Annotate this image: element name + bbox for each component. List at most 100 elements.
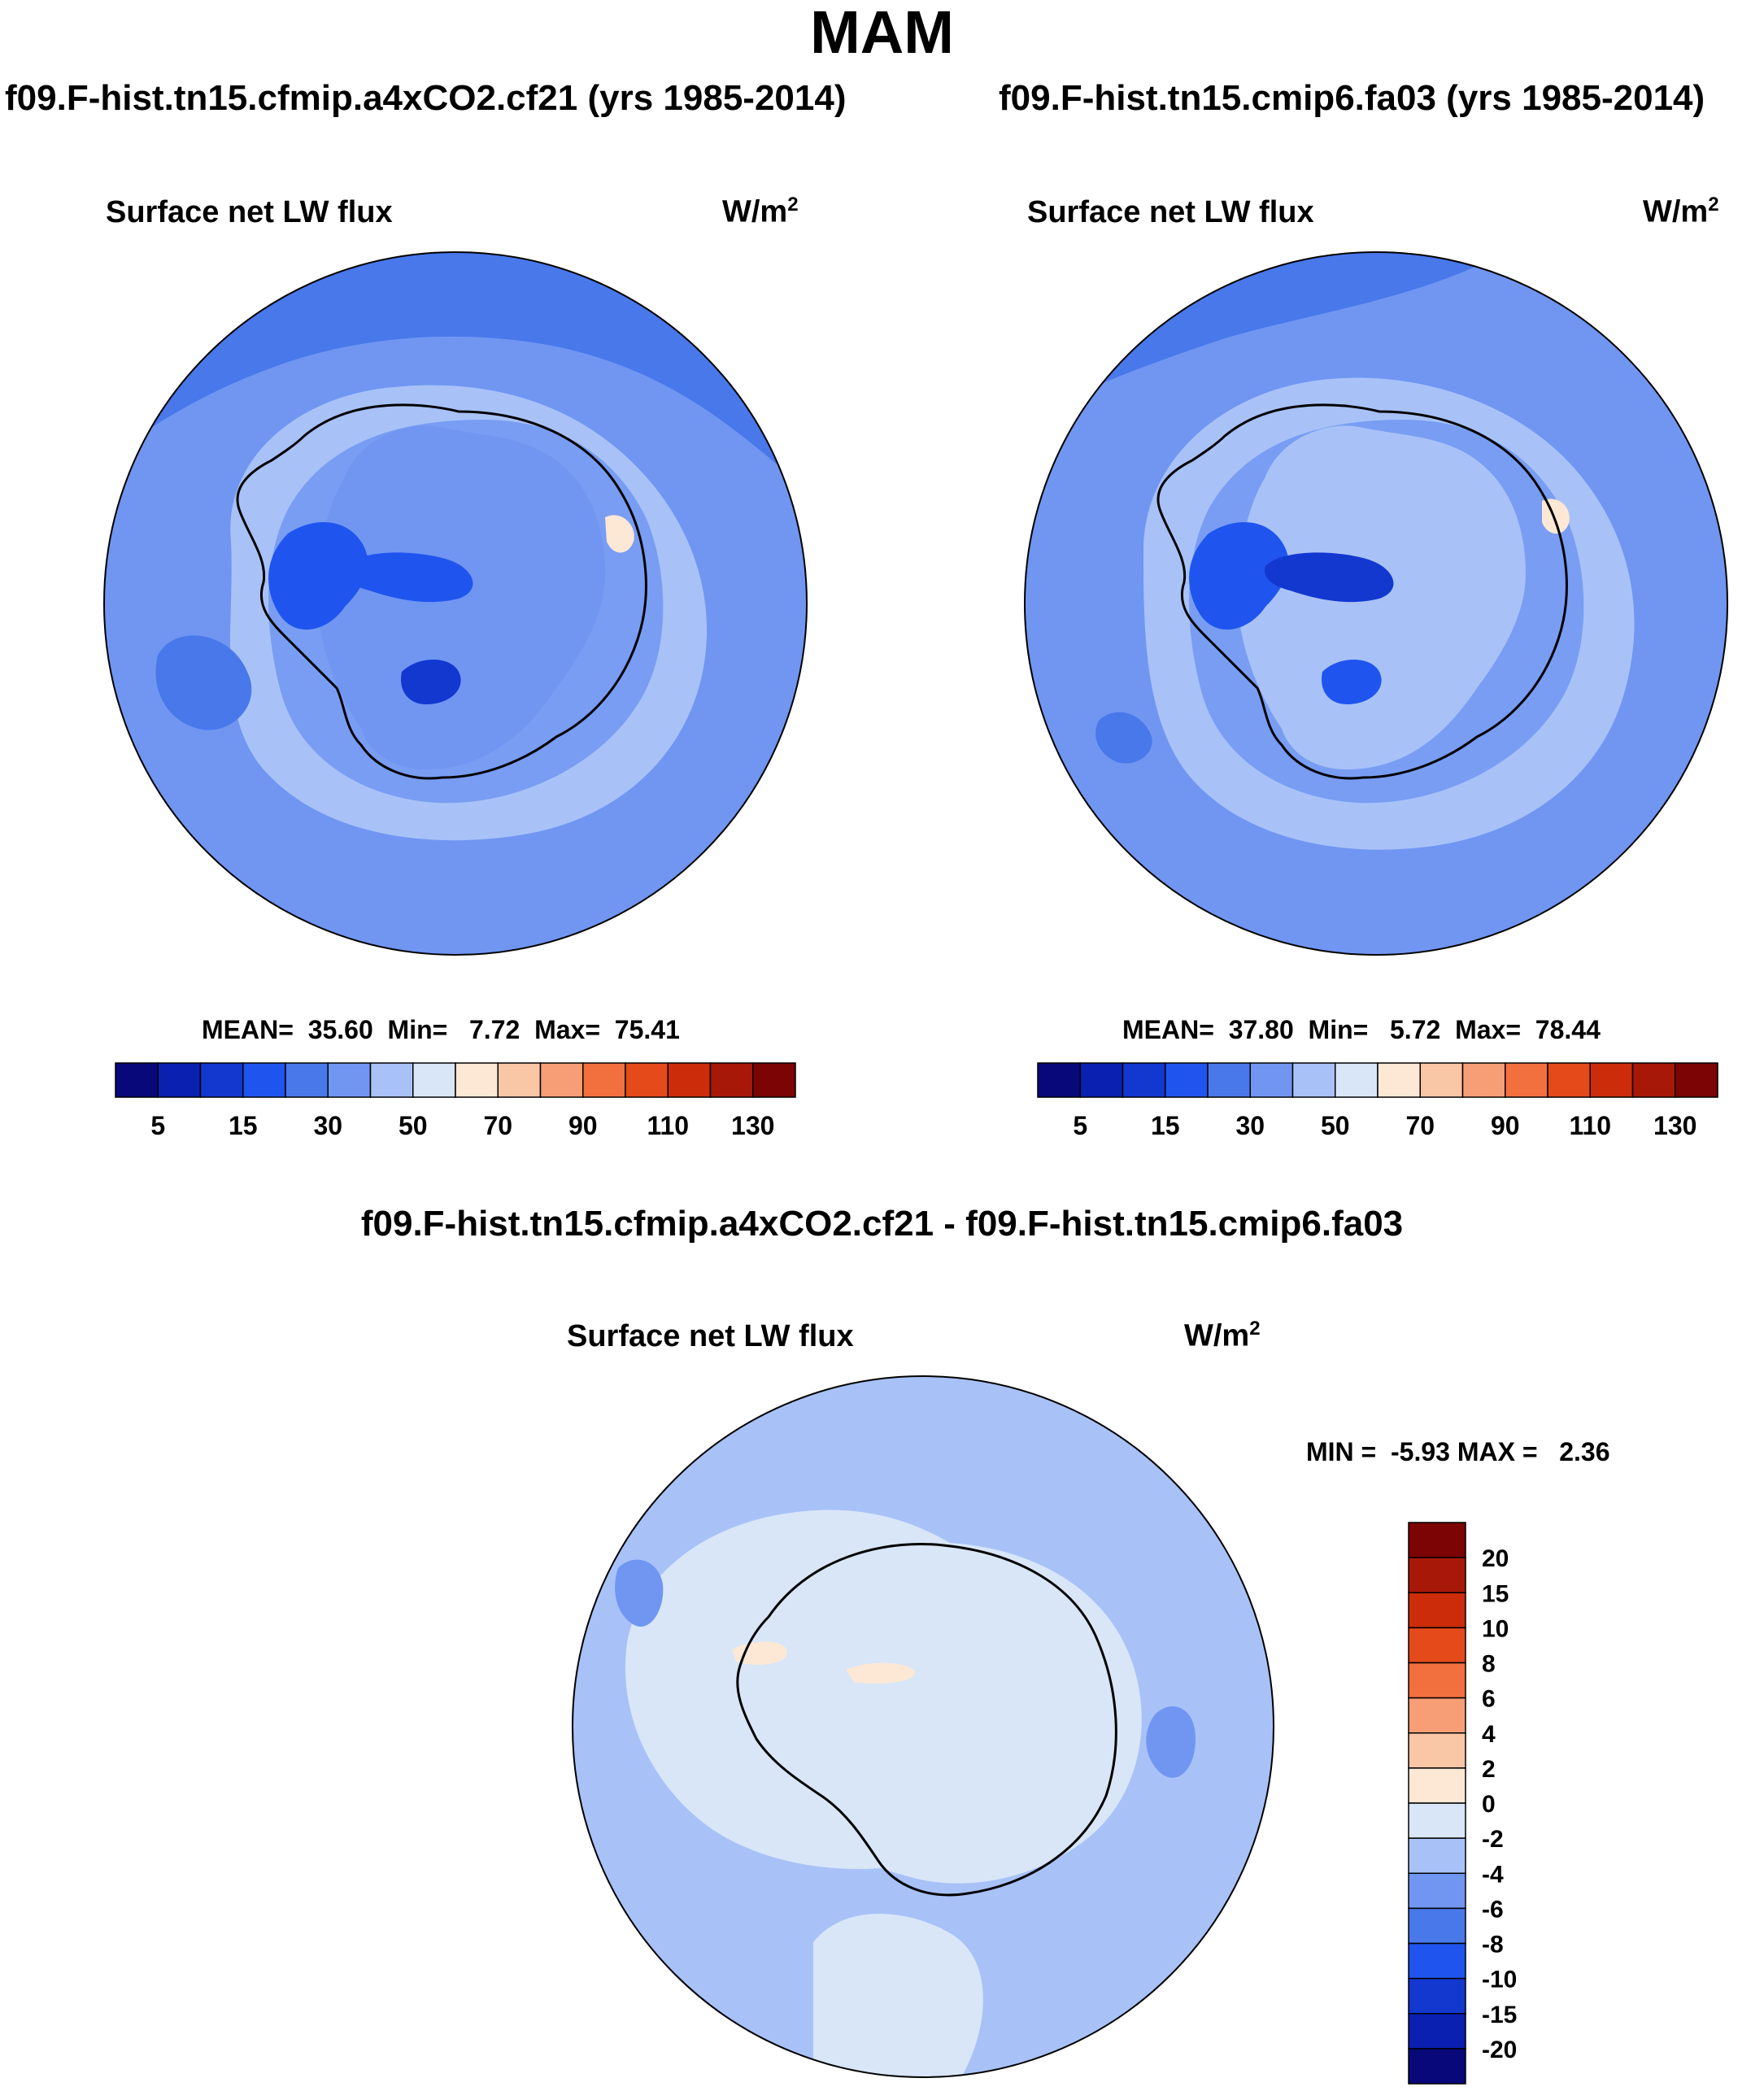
right-polar-map xyxy=(1024,251,1728,956)
left-colorbar-tick-label: 5 xyxy=(150,1111,165,1140)
right-colorbar-tick-label: 15 xyxy=(1151,1111,1180,1140)
left-map-dark-patch-1 xyxy=(268,522,368,630)
left-colorbar-swatch xyxy=(667,1062,712,1098)
left-variable-label: Surface net LW flux xyxy=(106,195,393,229)
diff-colorbar-tick-label: 2 xyxy=(1482,1756,1496,1783)
diff-colorbar-tick-label: 20 xyxy=(1482,1545,1509,1572)
diff-colorbar-tick-label: -6 xyxy=(1482,1896,1504,1923)
right-colorbar-swatch xyxy=(1631,1062,1676,1098)
right-colorbar-swatch xyxy=(1461,1062,1506,1098)
diff-colorbar-tick-label: 8 xyxy=(1482,1651,1496,1678)
diff-colorbar-swatch xyxy=(1408,2048,1466,2085)
diff-colorbar-swatch xyxy=(1408,1592,1466,1629)
left-map-dark-patch-2 xyxy=(344,552,473,603)
left-colorbar-tick-label: 110 xyxy=(647,1111,689,1140)
right-colorbar-swatch xyxy=(1165,1062,1209,1098)
diff-colorbar-tick-label: 4 xyxy=(1482,1721,1496,1748)
left-colorbar-swatch xyxy=(497,1062,542,1098)
diff-colorbar-tick-label: -10 xyxy=(1482,1967,1517,1993)
left-colorbar-swatch xyxy=(709,1062,754,1098)
diff-colorbar-swatch xyxy=(1408,1802,1466,1839)
right-colorbar-swatch xyxy=(1037,1062,1081,1098)
left-colorbar-swatch xyxy=(752,1062,796,1098)
right-colorbar-tick-label: 90 xyxy=(1491,1111,1520,1140)
diff-colorbar-swatch xyxy=(1408,1732,1466,1769)
diff-variable-label: Surface net LW flux xyxy=(567,1319,854,1353)
figure-title: MAM xyxy=(810,0,954,66)
diff-colorbar-swatch xyxy=(1408,1662,1466,1699)
left-colorbar-swatch xyxy=(412,1062,456,1098)
left-map-ocean-band xyxy=(104,252,807,493)
left-colorbar-swatch xyxy=(455,1062,499,1098)
left-stats: MEAN= 35.60 Min= 7.72 Max= 75.41 xyxy=(202,1015,680,1044)
left-colorbar-tick-label: 30 xyxy=(313,1111,342,1140)
left-colorbar-swatch xyxy=(242,1062,286,1098)
diff-colorbar-tick-label: 10 xyxy=(1482,1615,1509,1642)
right-stats: MEAN= 37.80 Min= 5.72 Max= 78.44 xyxy=(1122,1015,1601,1044)
right-map-dark-patch-2 xyxy=(1265,552,1394,603)
right-colorbar-swatch xyxy=(1249,1062,1294,1098)
left-polar-map xyxy=(103,251,808,956)
diff-units-label: W/m2 xyxy=(1184,1318,1261,1353)
left-map-dark-patch-3 xyxy=(401,660,461,704)
left-colorbar-swatch xyxy=(199,1062,244,1098)
diff-colorbar-swatch xyxy=(1408,1942,1466,1980)
diff-colorbar-swatch xyxy=(1408,1522,1466,1558)
diff-stats: MIN = -5.93 MAX = 2.36 xyxy=(1306,1437,1610,1466)
left-colorbar-tick-label: 130 xyxy=(731,1111,774,1140)
left-map-ocean-patch xyxy=(155,635,252,730)
right-map-ocean-patch xyxy=(1095,712,1152,764)
right-colorbar-swatch xyxy=(1419,1062,1464,1098)
difference-polar-map xyxy=(572,1375,1274,2078)
right-map-coastline xyxy=(1156,403,1568,780)
left-case-title: f09.F-hist.tn15.cfmip.a4xCO2.cf21 (yrs 1… xyxy=(5,78,847,118)
diff-map-blue-patch-1 xyxy=(615,1559,664,1627)
diff-map-peach-1 xyxy=(732,1641,788,1665)
left-colorbar-swatch xyxy=(369,1062,414,1098)
left-colorbar-swatch xyxy=(285,1062,329,1098)
right-colorbar-swatch xyxy=(1675,1062,1718,1098)
diff-colorbar-swatch xyxy=(1408,1557,1466,1593)
diff-colorbar-tick-label: 6 xyxy=(1482,1686,1496,1713)
diff-colorbar-tick-label: 15 xyxy=(1482,1580,1509,1607)
right-colorbar: 5 15 30 50 70 90 110 130 xyxy=(1037,1062,1718,1140)
diff-colorbar-tick-label: -8 xyxy=(1482,1932,1504,1958)
left-map-coastline xyxy=(236,403,647,780)
right-colorbar-swatch xyxy=(1505,1062,1548,1098)
right-colorbar-swatch xyxy=(1589,1062,1634,1098)
diff-colorbar-swatch xyxy=(1408,1837,1466,1874)
diff-map-blue-patch-2 xyxy=(1146,1706,1196,1778)
right-units-label: W/m2 xyxy=(1643,194,1719,229)
right-colorbar-tick-label: 110 xyxy=(1569,1111,1611,1140)
left-colorbar-tick-label: 15 xyxy=(229,1111,258,1140)
left-colorbar-tick-label: 70 xyxy=(483,1111,512,1140)
right-colorbar-tick-label: 130 xyxy=(1653,1111,1696,1140)
diff-map-continent xyxy=(733,1542,1142,1884)
right-colorbar-swatch xyxy=(1547,1062,1591,1098)
diff-colorbar-swatch xyxy=(1408,1627,1466,1664)
left-colorbar: 5 15 30 50 70 90 110 130 xyxy=(115,1062,796,1140)
right-colorbar-tick-label: 50 xyxy=(1321,1111,1350,1140)
diff-map-peach-2 xyxy=(846,1662,916,1684)
right-colorbar-tick-label: 5 xyxy=(1073,1111,1087,1140)
diff-colorbar-swatch xyxy=(1408,1872,1466,1910)
right-colorbar-tick-label: 30 xyxy=(1235,1111,1265,1140)
right-map-dark-patch-1 xyxy=(1189,522,1289,630)
right-map-border xyxy=(1024,251,1728,956)
left-colorbar-swatch xyxy=(539,1062,584,1098)
diff-colorbar-tick-label: -2 xyxy=(1482,1826,1504,1853)
right-colorbar-swatch xyxy=(1377,1062,1421,1098)
left-colorbar-swatch xyxy=(115,1062,159,1098)
right-colorbar-tick-label: 70 xyxy=(1405,1111,1435,1140)
right-colorbar-swatch xyxy=(1207,1062,1251,1098)
right-case-title: f09.F-hist.tn15.cmip6.fa03 (yrs 1985-201… xyxy=(999,78,1705,118)
left-colorbar-swatch xyxy=(582,1062,626,1098)
right-colorbar-swatch xyxy=(1122,1062,1166,1098)
diff-colorbar-swatch xyxy=(1408,1767,1466,1804)
diff-colorbar-swatch xyxy=(1408,2013,1466,2050)
right-variable-label: Surface net LW flux xyxy=(1027,195,1314,229)
left-map-peach-spot xyxy=(605,515,634,553)
left-units-label: W/m2 xyxy=(722,194,799,229)
diff-colorbar-tick-label: -4 xyxy=(1482,1861,1504,1888)
